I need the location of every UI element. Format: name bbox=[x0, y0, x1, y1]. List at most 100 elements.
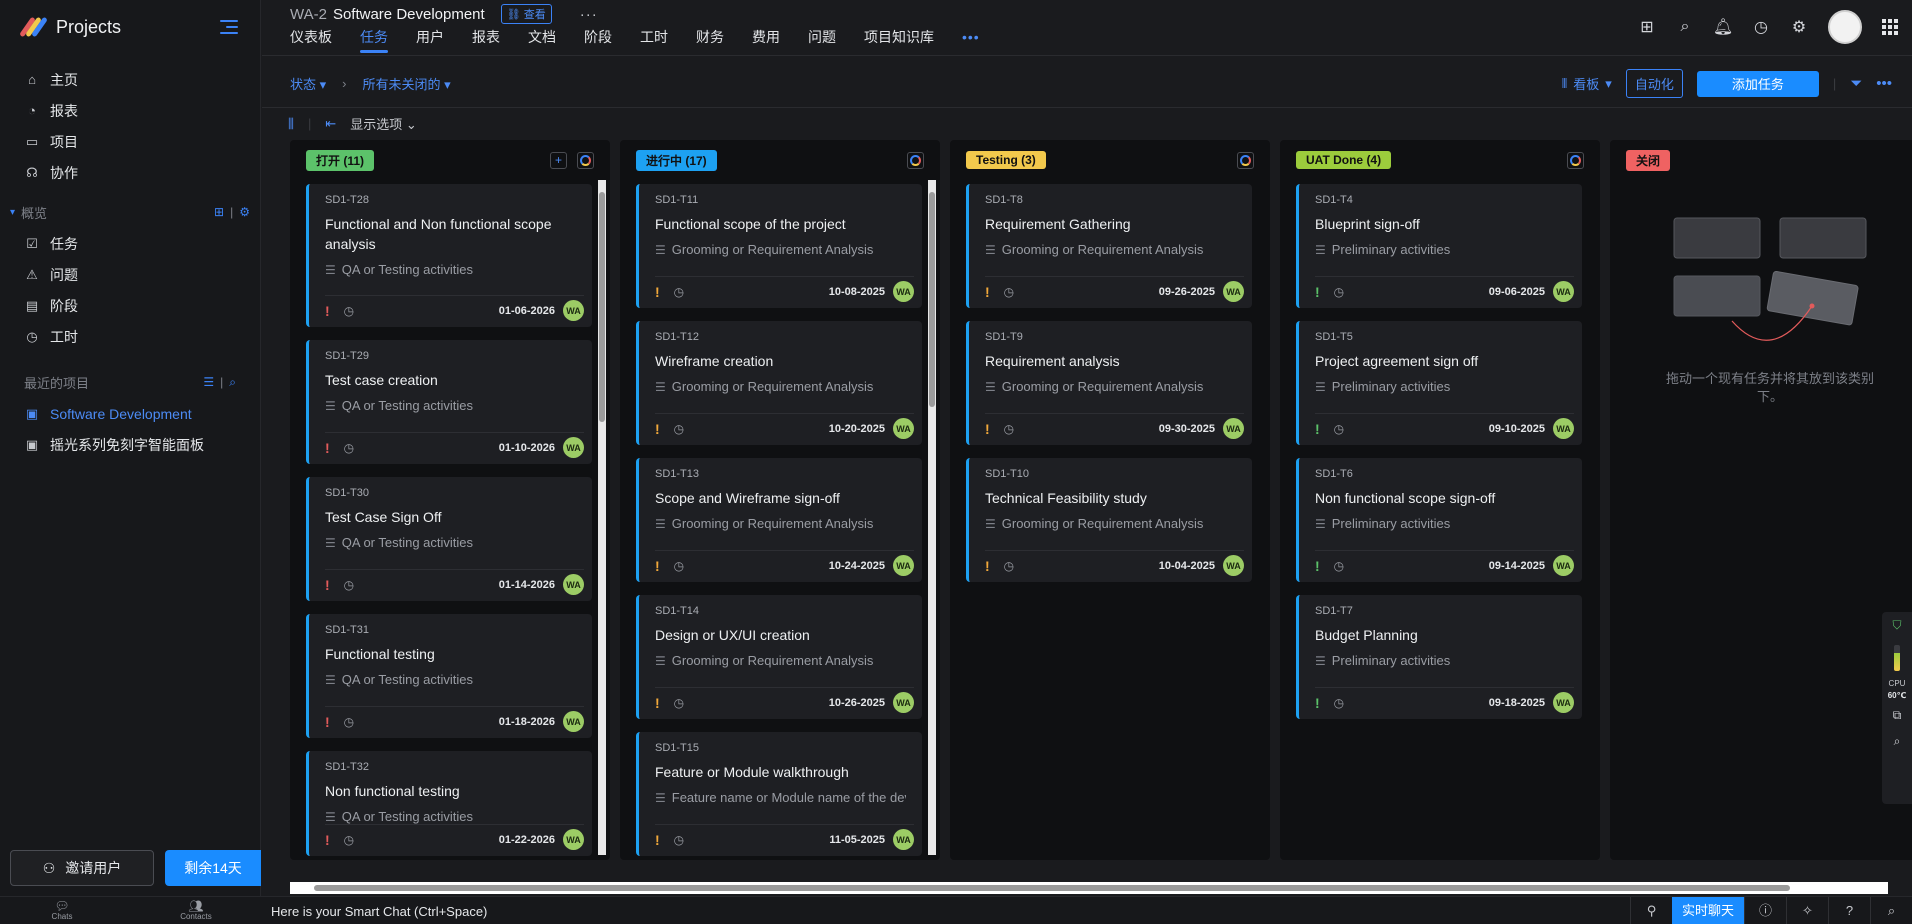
sidebar-collapse-icon[interactable] bbox=[220, 20, 238, 34]
task-title[interactable]: Technical Feasibility study bbox=[985, 490, 1147, 506]
priority-icon[interactable]: ! bbox=[1315, 694, 1320, 711]
column-color-button[interactable] bbox=[907, 151, 924, 169]
gear-icon[interactable]: ⚙ bbox=[239, 205, 250, 219]
task-card[interactable]: SD1-T15 Feature or Module walkthrough ☰ Fea… bbox=[636, 732, 922, 856]
invite-users-button[interactable]: ⚇ 邀请用户 bbox=[10, 850, 154, 886]
priority-icon[interactable]: ! bbox=[325, 439, 330, 456]
filter-sliders-icon[interactable]: ☰ bbox=[203, 374, 215, 389]
priority-icon[interactable]: ! bbox=[655, 694, 660, 711]
sidebar-item-timesheet[interactable]: ◷ 工时 bbox=[0, 321, 260, 352]
timer-icon[interactable]: ◷ bbox=[673, 695, 685, 710]
priority-icon[interactable]: ! bbox=[655, 557, 660, 574]
sidebar-item-recent-1[interactable]: ▣ 摇光系列免刻字智能面板 bbox=[0, 429, 260, 460]
kanban-view-dropdown[interactable]: ⫴ 看板 ▾ bbox=[1562, 74, 1612, 93]
task-card[interactable]: SD1-T5 Project agreement sign off ☰ Prelimi… bbox=[1296, 321, 1582, 445]
tab-9[interactable]: 问题 bbox=[808, 29, 836, 45]
priority-icon[interactable]: ! bbox=[325, 713, 330, 730]
collapse-columns-icon[interactable]: ⇤ bbox=[325, 115, 337, 131]
column-color-button[interactable] bbox=[1567, 151, 1584, 169]
project-name[interactable]: Software Development bbox=[332, 5, 485, 23]
sidebar-item-chart[interactable]: ◔ 报表 bbox=[0, 95, 260, 126]
priority-icon[interactable]: ! bbox=[655, 420, 660, 437]
smart-chat-prompt[interactable]: Here is your Smart Chat (Ctrl+Space) bbox=[271, 904, 488, 919]
priority-icon[interactable]: ! bbox=[1315, 557, 1320, 574]
timer-icon[interactable]: ◷ bbox=[343, 440, 355, 455]
task-title[interactable]: Blueprint sign-off bbox=[1315, 216, 1420, 232]
horizontal-scrollbar[interactable] bbox=[290, 882, 1888, 894]
status-dropdown[interactable]: 状态 ▾ bbox=[290, 74, 326, 93]
accessibility-icon[interactable]: ⓘ bbox=[1744, 897, 1786, 924]
live-chat-button[interactable]: 实时聊天 bbox=[1672, 897, 1744, 924]
task-title[interactable]: Functional testing bbox=[325, 646, 435, 662]
priority-icon[interactable]: ! bbox=[325, 831, 330, 848]
app-grid-icon[interactable] bbox=[1882, 19, 1898, 35]
timer-icon[interactable]: ◷ bbox=[1333, 421, 1345, 436]
tab-0[interactable]: 仪表板 bbox=[290, 29, 332, 45]
column-color-button[interactable] bbox=[1237, 151, 1254, 169]
user-status-icon[interactable]: ⚲ bbox=[1630, 897, 1672, 924]
open-filter-dropdown[interactable]: 所有未关闭的 ▾ bbox=[363, 74, 451, 93]
timer-icon[interactable]: ◷ bbox=[1333, 695, 1345, 710]
priority-icon[interactable]: ! bbox=[325, 576, 330, 593]
assignee-avatar[interactable]: WA bbox=[893, 281, 914, 302]
column-scrollbar[interactable] bbox=[598, 180, 606, 855]
assignee-avatar[interactable]: WA bbox=[563, 300, 584, 321]
assignee-avatar[interactable]: WA bbox=[563, 437, 584, 458]
screenshot-search-icon[interactable]: ⌕ bbox=[1893, 733, 1901, 748]
gear-icon[interactable]: ⚙ bbox=[1791, 19, 1807, 36]
timer-icon[interactable]: ◷ bbox=[343, 714, 355, 729]
timer-icon[interactable]: ◷ bbox=[1003, 284, 1015, 299]
assignee-avatar[interactable]: WA bbox=[1223, 418, 1244, 439]
task-title[interactable]: Requirement Gathering bbox=[985, 216, 1131, 232]
timer-icon[interactable]: ◷ bbox=[1003, 558, 1015, 573]
tab-6[interactable]: 工时 bbox=[640, 29, 668, 45]
display-options-dropdown[interactable]: 显示选项 ⌄ bbox=[350, 114, 417, 133]
task-title[interactable]: Test Case Sign Off bbox=[325, 509, 442, 525]
assignee-avatar[interactable]: WA bbox=[893, 555, 914, 576]
sidebar-item-task[interactable]: ☑ 任务 bbox=[0, 228, 260, 259]
zoom-search-icon[interactable]: ⌕ bbox=[1870, 897, 1912, 924]
add-icon[interactable]: ⊞ bbox=[214, 205, 225, 219]
timer-icon[interactable]: ◷ bbox=[1333, 558, 1345, 573]
task-title[interactable]: Non functional scope sign-off bbox=[1315, 490, 1496, 506]
task-title[interactable]: Design or UX/UI creation bbox=[655, 627, 810, 643]
sidebar-item-issue[interactable]: ⚠ 问题 bbox=[0, 259, 260, 290]
assignee-avatar[interactable]: WA bbox=[893, 829, 914, 850]
task-card[interactable]: SD1-T8 Requirement Gathering ☰ Grooming or … bbox=[966, 184, 1252, 308]
task-card[interactable]: SD1-T9 Requirement analysis ☰ Grooming or R… bbox=[966, 321, 1252, 445]
add-task-button[interactable]: 添加任务 bbox=[1696, 70, 1819, 97]
search-icon[interactable]: ⌕ bbox=[1680, 18, 1690, 35]
timer-icon[interactable]: ◷ bbox=[673, 421, 685, 436]
filter-icon[interactable]: ⏷ bbox=[1850, 75, 1863, 92]
column-color-button[interactable] bbox=[577, 151, 594, 169]
assignee-avatar[interactable]: WA bbox=[1553, 555, 1574, 576]
sidebar-item-collab[interactable]: ☊ 协作 bbox=[0, 157, 260, 188]
assignee-avatar[interactable]: WA bbox=[893, 692, 914, 713]
task-card[interactable]: SD1-T32 Non functional testing ☰ QA or Test… bbox=[306, 751, 592, 856]
task-card[interactable]: SD1-T12 Wireframe creation ☰ Grooming or Re… bbox=[636, 321, 922, 445]
task-title[interactable]: Requirement analysis bbox=[985, 353, 1120, 369]
task-title[interactable]: Budget Planning bbox=[1315, 627, 1418, 643]
tab-2[interactable]: 用户 bbox=[416, 29, 444, 45]
task-title[interactable]: Test case creation bbox=[325, 372, 438, 388]
timer-icon[interactable]: ◷ bbox=[673, 284, 685, 299]
tab-5[interactable]: 阶段 bbox=[584, 29, 612, 45]
assignee-avatar[interactable]: WA bbox=[563, 711, 584, 732]
task-card[interactable]: SD1-T11 Functional scope of the project ☰ G… bbox=[636, 184, 922, 308]
more-options-icon[interactable]: ··· bbox=[579, 5, 598, 23]
contacts-button[interactable]: 👥︎ Contacts bbox=[166, 900, 226, 921]
overview-section-head[interactable]: ▾ 概览 ⊞ | ⚙ bbox=[0, 196, 260, 228]
timer-icon[interactable]: ◷ bbox=[1003, 421, 1015, 436]
task-card[interactable]: SD1-T28 Functional and Non functional sco… bbox=[306, 184, 592, 327]
tab-4[interactable]: 文档 bbox=[528, 29, 556, 45]
announcement-icon[interactable]: ✧ bbox=[1786, 897, 1828, 924]
timer-icon[interactable]: ◷ bbox=[343, 303, 355, 318]
assignee-avatar[interactable]: WA bbox=[563, 829, 584, 850]
task-title[interactable]: Project agreement sign off bbox=[1315, 353, 1479, 369]
sidebar-item-recent-0[interactable]: ▣ Software Development bbox=[0, 398, 260, 429]
priority-icon[interactable]: ! bbox=[655, 283, 660, 300]
task-title[interactable]: Wireframe creation bbox=[655, 353, 774, 369]
more-options-icon[interactable]: ••• bbox=[1876, 75, 1892, 92]
search-icon[interactable]: ⌕ bbox=[229, 374, 236, 389]
bell-icon[interactable]: 🔔︎ bbox=[1712, 19, 1734, 36]
